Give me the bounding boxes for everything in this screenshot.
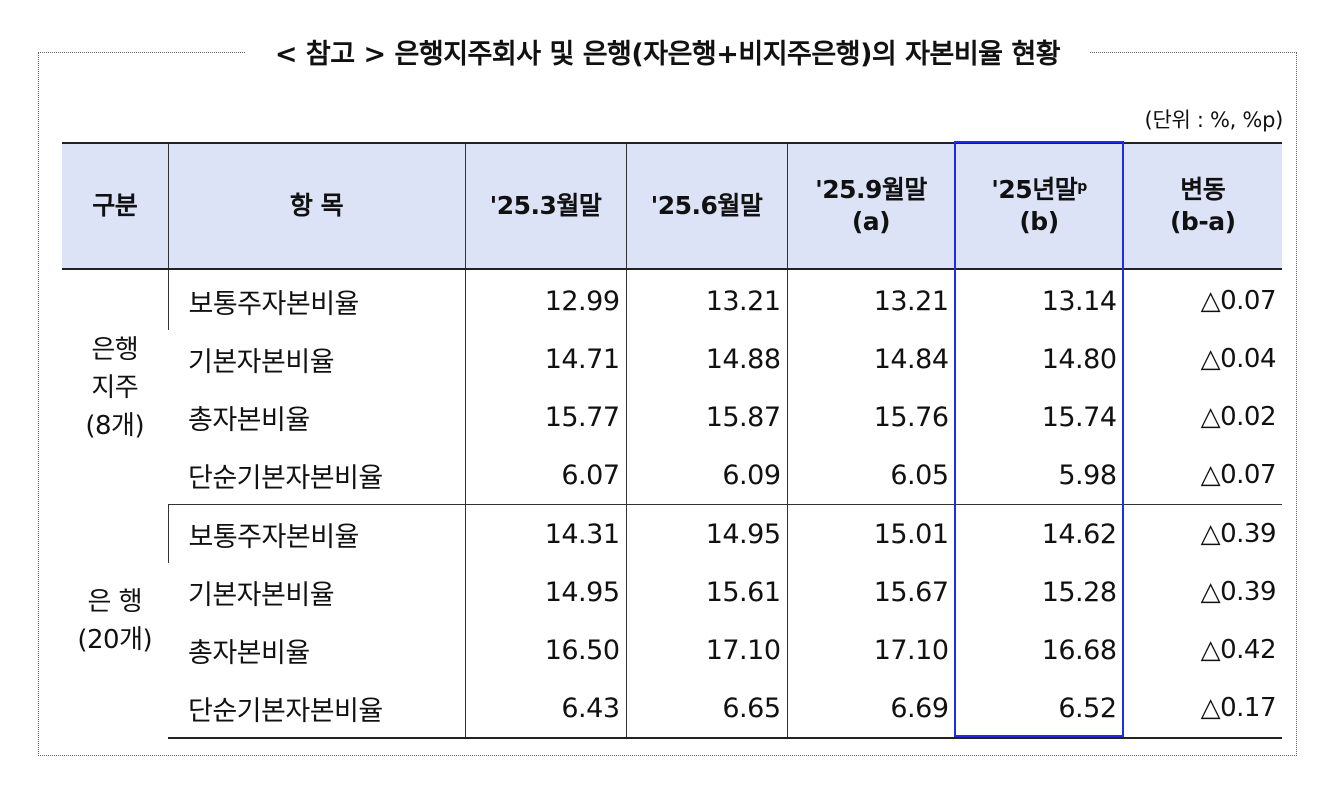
table-row: 총자본비율 16.50 17.10 17.10 16.68 △0.42 — [62, 621, 1282, 679]
group-bank-label: 은 행 (20개) — [62, 505, 168, 739]
value-cell: 6.05 — [786, 446, 955, 505]
value-cell: 17.10 — [786, 621, 955, 679]
group-label-line: (20개) — [77, 625, 153, 656]
group-holding-label: 은행 지주 (8개) — [62, 269, 168, 505]
capital-ratio-table: 구분 항 목 '25.3월말 '25.6월말 '25.9월말 (a) '25년말… — [62, 142, 1282, 739]
value-cell: 16.68 — [954, 621, 1123, 679]
change-cell: △0.07 — [1122, 269, 1282, 330]
value-cell: 14.84 — [786, 330, 955, 388]
value-cell: 15.67 — [786, 563, 955, 621]
header-c1: '25.3월말 — [464, 142, 626, 270]
item-cell: 기본자본비율 — [188, 346, 335, 378]
header-c4-line2: (b) — [1019, 207, 1059, 236]
value-cell: 5.98 — [954, 446, 1123, 505]
change-cell: △0.17 — [1122, 679, 1282, 739]
item-cell: 기본자본비율 — [188, 579, 335, 611]
header-c3-line1: '25.9월말 — [815, 175, 927, 204]
table-row: 은 행 (20개) 보통주자본비율 14.31 14.95 15.01 14.6… — [62, 504, 1282, 655]
value-cell: 15.28 — [954, 563, 1123, 621]
unit-label: (단위 : %, %p) — [1144, 108, 1284, 132]
header-c5-line2: (b-a) — [1170, 207, 1236, 236]
item-cell: 보통주자본비율 — [167, 269, 465, 330]
value-cell: 14.88 — [625, 330, 787, 388]
item-cell: 단순기본자본비율 — [168, 446, 465, 505]
table-row: 단순기본자본비율 6.07 6.09 6.05 5.98 △0.07 — [62, 446, 1282, 505]
group-label-line: (8개) — [85, 411, 145, 442]
value-cell: 14.62 — [954, 504, 1123, 563]
group-label-line: 은 행 — [87, 587, 143, 618]
value-cell: 14.95 — [464, 563, 626, 621]
header-item: 항 목 — [167, 142, 465, 270]
change-cell: △0.02 — [1122, 388, 1282, 446]
header-c3: '25.9월말 (a) — [786, 142, 955, 270]
header-c4: '25년말p (b) — [954, 142, 1123, 270]
group-label-line: 은행 — [91, 335, 139, 366]
item-cell: 단순기본자본비율 — [168, 679, 465, 739]
value-cell: 6.07 — [464, 446, 626, 505]
value-cell: 6.69 — [786, 679, 955, 739]
value-cell: 15.61 — [625, 563, 787, 621]
value-cell: 15.01 — [786, 504, 955, 563]
group-label-line: 지주 — [91, 373, 139, 404]
item-cell: 보통주자본비율 — [167, 504, 465, 563]
value-cell: 6.09 — [625, 446, 787, 505]
value-cell: 14.31 — [464, 504, 626, 563]
title-wrap: < 참고 > 은행지주회사 및 은행(자은행+비지주은행)의 자본비율 현황 — [0, 30, 1335, 80]
header-c4-line1: '25년말 — [991, 175, 1078, 204]
header-c4-sup: p — [1077, 179, 1087, 195]
value-cell: 6.52 — [954, 679, 1123, 739]
value-cell: 13.21 — [625, 269, 787, 330]
value-cell: 15.77 — [464, 388, 626, 446]
change-cell: △0.39 — [1122, 504, 1282, 563]
value-cell: 14.71 — [464, 330, 626, 388]
table-row: 기본자본비율 14.71 14.88 14.84 14.80 △0.04 — [62, 330, 1282, 388]
value-cell: 13.21 — [786, 269, 955, 330]
table-row: 총자본비율 15.77 15.87 15.76 15.74 △0.02 — [62, 388, 1282, 446]
change-cell: △0.04 — [1122, 330, 1282, 388]
header-c5: 변동 (b-a) — [1122, 142, 1282, 270]
table-row: 은행 지주 (8개) 보통주자본비율 12.99 13.21 13.21 13.… — [62, 269, 1282, 441]
value-cell: 17.10 — [625, 621, 787, 679]
item-cell: 총자본비율 — [188, 637, 310, 669]
change-cell: △0.39 — [1122, 563, 1282, 621]
value-cell: 15.87 — [625, 388, 787, 446]
change-cell: △0.07 — [1122, 446, 1282, 505]
value-cell: 6.65 — [625, 679, 787, 739]
value-cell: 15.76 — [786, 388, 955, 446]
header-c2: '25.6월말 — [625, 142, 787, 270]
value-cell: 13.14 — [954, 269, 1123, 330]
table-row: 기본자본비율 14.95 15.61 15.67 15.28 △0.39 — [62, 563, 1282, 621]
value-cell: 14.80 — [954, 330, 1123, 388]
header-group: 구분 — [62, 142, 168, 270]
page-title: < 참고 > 은행지주회사 및 은행(자은행+비지주은행)의 자본비율 현황 — [244, 30, 1091, 80]
table-row: 단순기본자본비율 6.43 6.65 6.69 6.52 △0.17 — [62, 679, 1282, 739]
header-c3-line2: (a) — [851, 207, 891, 236]
header-c5-line1: 변동 — [1180, 175, 1226, 204]
value-cell: 15.74 — [954, 388, 1123, 446]
value-cell: 16.50 — [464, 621, 626, 679]
item-cell: 총자본비율 — [188, 404, 310, 436]
header-row: 구분 항 목 '25.3월말 '25.6월말 '25.9월말 (a) '25년말… — [62, 142, 1282, 270]
value-cell: 14.95 — [625, 504, 787, 563]
change-cell: △0.42 — [1122, 621, 1282, 679]
value-cell: 12.99 — [464, 269, 626, 330]
value-cell: 6.43 — [464, 679, 626, 739]
